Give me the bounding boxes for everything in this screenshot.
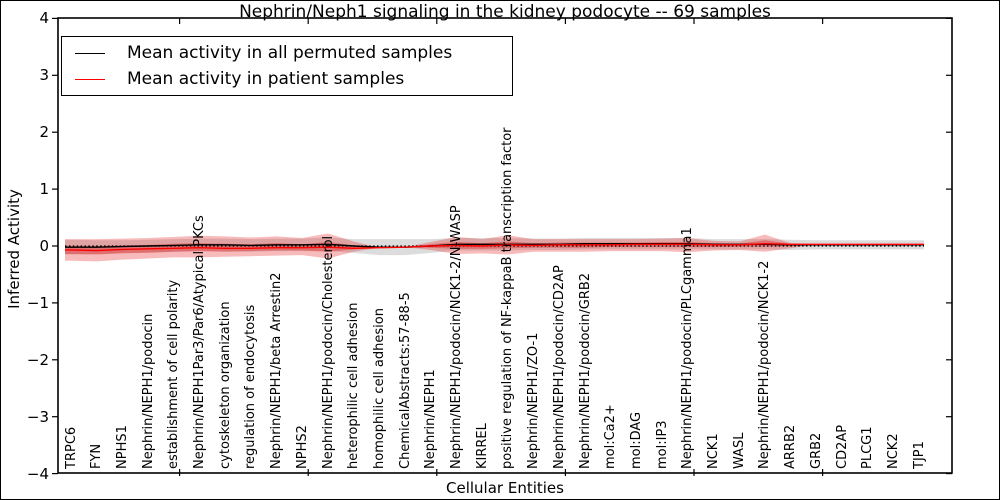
x-category-label: WASL: [731, 432, 747, 469]
x-category-label: KIRREL: [474, 423, 490, 469]
x-category-label: TJP1: [911, 441, 927, 469]
x-category-label: mol:IP3: [654, 420, 670, 469]
x-category-label: mol:DAG: [628, 411, 644, 469]
y-tick-label: −4: [26, 464, 49, 483]
x-category-label: TRPC6: [63, 426, 79, 469]
legend-line-black-icon: [75, 52, 105, 54]
x-category-label: cytoskeleton organization: [217, 301, 233, 469]
x-category-label: Nephrin/NEPH1/podocin/Cholesterol: [320, 235, 336, 469]
x-axis-label: Cellular Entities: [446, 479, 564, 497]
x-category-label: CD2AP: [834, 424, 850, 469]
x-category-label: NCK2: [885, 433, 901, 469]
x-category-label: NPHS2: [294, 425, 310, 469]
y-tick-label: −1: [26, 293, 49, 312]
x-category-label: regulation of endocytosis: [243, 304, 259, 469]
x-category-label: Nephrin/NEPH1/podocin/CD2AP: [551, 265, 567, 469]
legend-line-red-icon: [75, 78, 105, 80]
x-category-label: positive regulation of NF-kappaB transcr…: [500, 127, 516, 469]
x-category-label: GRB2: [808, 432, 824, 469]
legend-label-permuted: Mean activity in all permuted samples: [127, 43, 453, 63]
x-category-label: ARRB2: [783, 424, 799, 469]
y-tick-label: 1: [39, 180, 49, 199]
x-category-label: Nephrin/NEPH1/ZO-1: [526, 332, 542, 469]
x-category-label: NCK1: [706, 433, 721, 469]
y-tick-label: −3: [26, 407, 49, 426]
legend-label-patient: Mean activity in patient samples: [127, 69, 405, 89]
x-category-label: Nephrin/NEPH1Par3/Par6/Atypical PKCs: [192, 215, 207, 469]
series-line-patient: [65, 243, 924, 252]
y-tick-label: 0: [39, 237, 49, 255]
legend-item-permuted: Mean activity in all permuted samples: [75, 43, 512, 63]
x-category-label: Nephrin/NEPH1/podocin/GRB2: [577, 272, 593, 469]
x-category-label: Nephrin/NEPH1/podocin/NCK1-2: [757, 260, 773, 469]
band-patient-sample-range-outer: [65, 233, 924, 262]
x-category-label: Nephrin/NEPH1/podocin/NCK1-2/N-WASP: [449, 205, 464, 469]
y-tick-label: 4: [39, 9, 49, 28]
x-category-label: NPHS1: [114, 425, 130, 469]
legend-item-patient: Mean activity in patient samples: [75, 69, 512, 89]
x-category-label: FYN: [89, 443, 105, 469]
x-category-label: heterophilic cell adhesion: [346, 302, 362, 470]
x-category-label: PLCG1: [860, 426, 876, 469]
y-tick-label: −2: [26, 350, 49, 369]
x-category-label: ChemicalAbstracts:57-88-5: [397, 292, 413, 469]
x-category-label: Nephrin/NEPH1/podocin/PLCgamma1: [680, 227, 696, 469]
x-category-label: homophilic cell adhesion: [371, 308, 387, 469]
y-tick-label: 2: [39, 123, 49, 142]
x-category-label: mol:Ca2+: [603, 404, 619, 469]
x-category-label: establishment of cell polarity: [166, 279, 182, 469]
x-category-label: Nephrin/NEPH1/beta Arrestin2: [269, 272, 285, 470]
legend: Mean activity in all permuted samples Me…: [61, 36, 513, 96]
x-category-label: Nephrin/NEPH1: [423, 369, 439, 469]
y-tick-label: 3: [39, 66, 49, 85]
x-category-label: Nephrin/NEPH1/podocin: [140, 313, 156, 469]
chart-title: Nephrin/Neph1 signaling in the kidney po…: [239, 2, 771, 22]
